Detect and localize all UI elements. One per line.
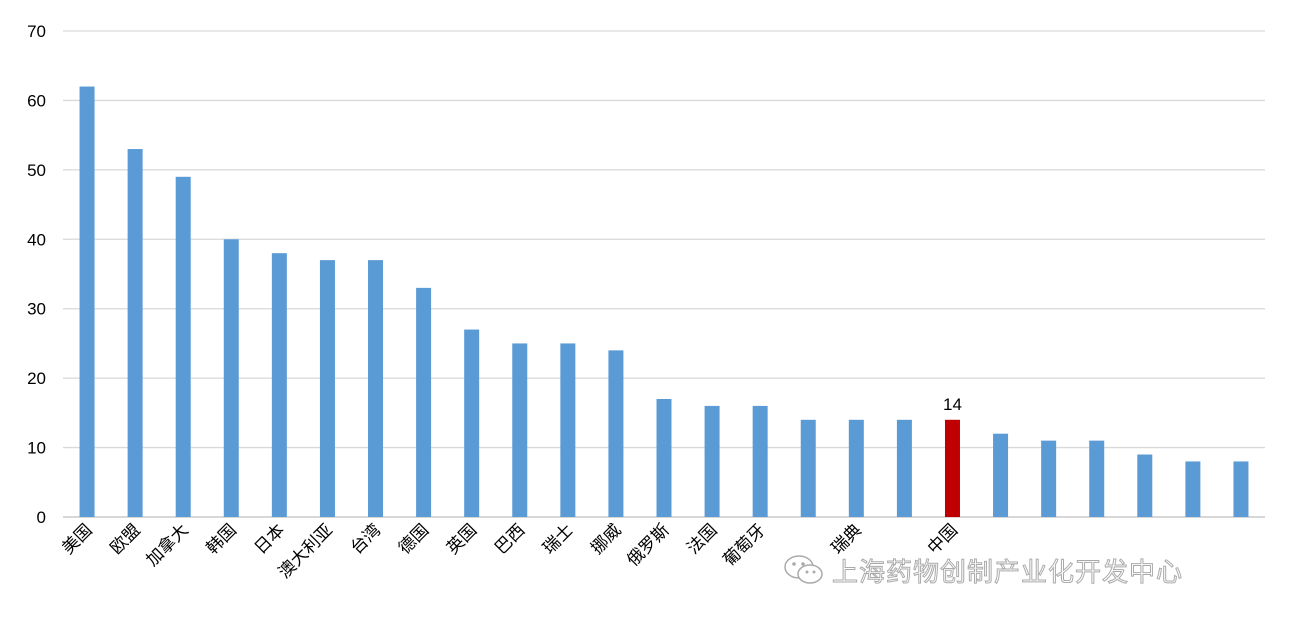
bar [271, 253, 287, 517]
bar [993, 433, 1009, 517]
data-label: 14 [943, 395, 962, 414]
data-labels: 14 [943, 395, 962, 414]
bar [127, 149, 143, 517]
bar [368, 260, 384, 517]
x-tick-label: 法国 [683, 520, 721, 558]
bar [704, 405, 720, 517]
x-tick-label: 日本 [251, 520, 289, 558]
x-tick-label: 挪威 [587, 520, 625, 558]
bar [223, 239, 239, 518]
y-axis-ticks: 0 10 20 30 40 50 60 70 [27, 22, 46, 527]
x-tick-label: 葡萄牙 [719, 520, 769, 570]
bar [752, 405, 768, 517]
bar [800, 419, 816, 517]
bar [608, 350, 624, 517]
watermark-text: 上海药物创制产业化开发中心 [831, 557, 1184, 588]
y-tick-label: 30 [27, 300, 46, 319]
y-tick-label: 20 [27, 369, 46, 388]
y-tick-label: 50 [27, 161, 46, 180]
x-tick-label: 加拿大 [142, 520, 193, 571]
x-tick-label: 巴西 [491, 520, 529, 558]
bars [79, 86, 1249, 518]
gridlines [63, 30, 1265, 518]
x-tick-label: 欧盟 [106, 520, 144, 558]
bar [512, 343, 528, 517]
bar [319, 260, 335, 517]
x-tick-label: 台湾 [347, 520, 385, 558]
y-tick-label: 40 [27, 230, 46, 249]
bar [79, 86, 95, 518]
bar [1185, 461, 1201, 517]
bar [1089, 440, 1105, 517]
watermark: 上海药物创制产业化开发中心 [782, 550, 1183, 590]
bar [896, 419, 912, 517]
wechat-icon [784, 555, 823, 584]
bar-highlighted [944, 419, 960, 517]
bar [656, 398, 672, 517]
y-tick-label: 60 [27, 91, 46, 110]
x-tick-label: 俄罗斯 [623, 520, 673, 570]
bar [416, 287, 432, 517]
bar [1233, 461, 1249, 517]
bar [1041, 440, 1057, 517]
bar [848, 419, 864, 517]
y-tick-label: 70 [27, 22, 46, 41]
bar [464, 329, 480, 517]
x-tick-label: 美国 [58, 520, 96, 558]
bar [560, 343, 576, 517]
x-tick-label: 英国 [443, 520, 481, 558]
y-tick-label: 10 [27, 439, 46, 458]
x-tick-label: 瑞士 [539, 520, 577, 558]
y-tick-label: 0 [37, 508, 46, 527]
bar [1137, 454, 1153, 517]
x-tick-label: 德国 [395, 520, 433, 558]
x-tick-label: 韩国 [203, 520, 241, 558]
bar [175, 176, 191, 518]
